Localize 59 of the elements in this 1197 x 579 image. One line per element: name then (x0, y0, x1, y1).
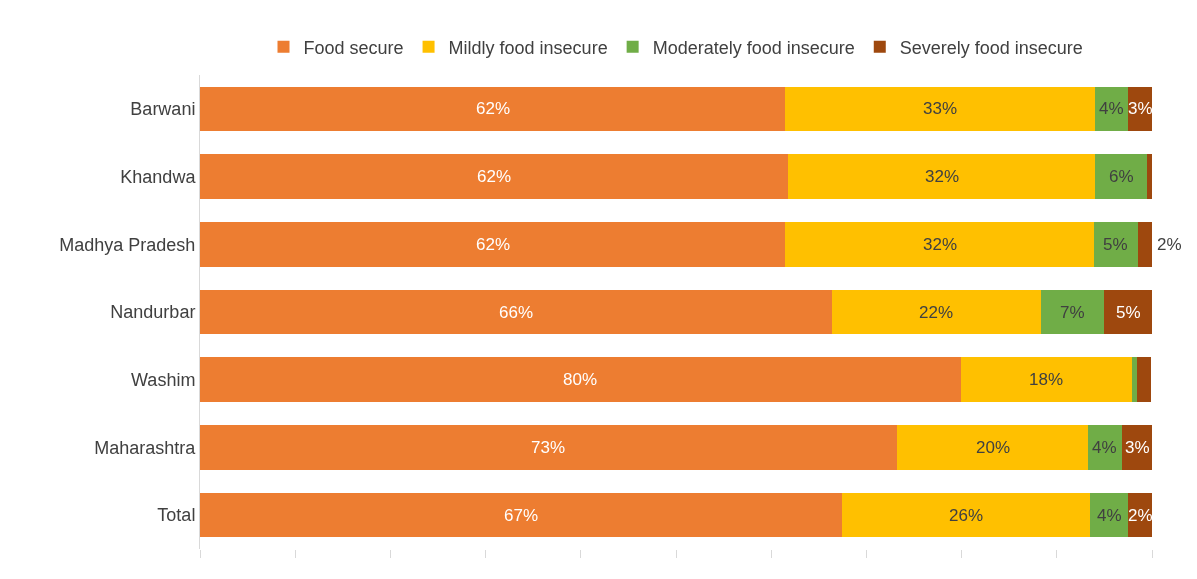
legend-label: Moderately food insecure (652, 37, 855, 58)
bar (960, 357, 1133, 403)
bar (1104, 289, 1152, 335)
data-label: 22% (919, 303, 954, 322)
bar (1132, 357, 1137, 403)
data-label: 73% (531, 438, 566, 457)
data-label: 26% (949, 506, 984, 525)
data-label: 62% (476, 235, 511, 254)
y-tick-label: Maharashtra (94, 437, 197, 458)
bar (1040, 289, 1105, 335)
bar (832, 289, 1041, 335)
bar (200, 154, 789, 199)
data-label: 3% (1125, 438, 1150, 457)
bar (1093, 221, 1138, 267)
data-label: 4% (1097, 506, 1122, 525)
y-tick-label: Nandurbar (110, 302, 196, 323)
data-label: 3% (1128, 99, 1153, 118)
data-label: 33% (923, 99, 958, 118)
data-label: 20% (976, 438, 1011, 457)
bar (200, 492, 842, 538)
y-tick-label: Madhya Pradesh (59, 234, 196, 255)
bar (785, 221, 1094, 267)
data-label: 6% (1109, 167, 1134, 186)
data-label: 4% (1092, 438, 1117, 457)
data-label: 5% (1116, 303, 1141, 322)
bar (1137, 221, 1152, 267)
data-label: 66% (499, 303, 534, 322)
bar (200, 357, 961, 403)
data-label: 4% (1099, 99, 1124, 118)
y-tick-label: Khandwa (120, 166, 197, 187)
bar (200, 289, 833, 335)
data-label: 2% (1128, 506, 1153, 525)
legend-label: Mildly food insecure (448, 37, 608, 58)
data-label: 2% (1157, 235, 1182, 254)
bar (1136, 357, 1152, 403)
data-label: 32% (923, 235, 958, 254)
bar (200, 221, 786, 267)
data-label: 62% (476, 99, 511, 118)
bar (841, 492, 1091, 538)
bar (788, 154, 1095, 199)
y-tick-label: Washim (131, 370, 196, 391)
y-tick-label: Total (157, 505, 196, 526)
bar (1088, 425, 1122, 470)
data-label: 80% (563, 370, 598, 389)
data-label: 7% (1060, 303, 1085, 322)
data-label: 18% (1029, 370, 1064, 389)
data-label: 5% (1103, 235, 1128, 254)
bar (785, 86, 1095, 132)
data-label: 62% (477, 167, 512, 186)
data-label: 32% (925, 167, 960, 186)
data-label: 67% (504, 506, 539, 525)
y-tick-label: Barwani (130, 99, 196, 120)
legend-label: Severely food insecure (899, 37, 1083, 58)
legend-label: Food secure (303, 37, 404, 58)
bar (200, 86, 786, 132)
bar (1147, 154, 1152, 199)
bar (200, 425, 897, 470)
bar (1094, 154, 1148, 199)
bar (896, 425, 1089, 470)
